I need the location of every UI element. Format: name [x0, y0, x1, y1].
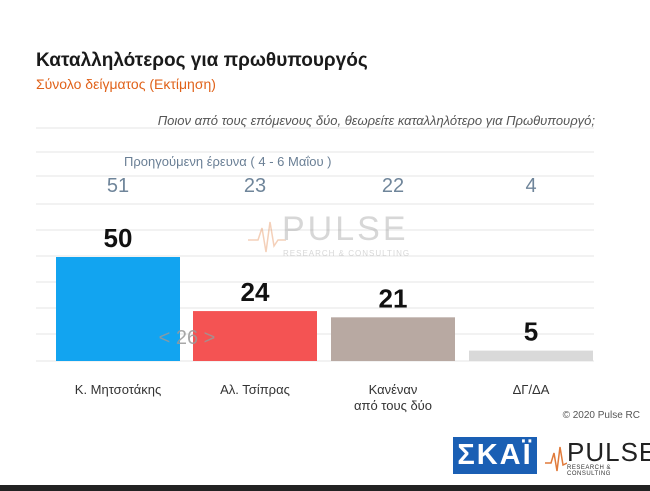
previous-value-0: 51 — [107, 175, 129, 197]
bar-3 — [469, 350, 593, 361]
category-label-3-0: ΔΓ/ΔΑ — [513, 382, 550, 397]
pulse-watermark: PULSE RESEARCH & CONSULTING — [248, 210, 410, 258]
pulse-logo: PULSE RESEARCH & CONSULTING — [545, 437, 650, 477]
bottom-bar — [0, 485, 650, 491]
bar-value-label-1: 24 — [241, 277, 270, 307]
previous-survey-label: Προηγούμενη έρευνα ( 4 - 6 Μαΐου ) — [124, 154, 332, 169]
bar-value-label-2: 21 — [379, 283, 408, 313]
watermark-word: PULSE — [282, 210, 409, 248]
bar-2 — [331, 317, 455, 361]
difference-annotation: < 26 > — [159, 327, 216, 349]
pulse-logo-tag: RESEARCH & CONSULTING — [567, 465, 612, 477]
category-label-1-0: Αλ. Τσίπρας — [220, 382, 290, 397]
pulse-heartbeat-logo-icon — [545, 446, 567, 472]
category-label-0-0: Κ. Μητσοτάκης — [75, 382, 161, 397]
previous-value-2: 22 — [382, 175, 404, 197]
copyright: © 2020 Pulse RC — [562, 410, 640, 421]
bar-value-label-0: 50 — [104, 223, 133, 253]
bar-value-label-3: 5 — [524, 317, 538, 347]
category-label-2-0: Κανέναν — [369, 382, 418, 397]
pulse-heartbeat-icon — [248, 221, 286, 253]
watermark-tag: RESEARCH & CONSULTING — [283, 249, 410, 258]
category-label-2-1: από τους δύο — [354, 398, 432, 413]
bar-0 — [56, 257, 180, 361]
chart-title: Καταλληλότερος για πρωθυπουργός — [36, 50, 368, 71]
bar-1 — [193, 311, 317, 361]
bar-chart: PULSE RESEARCH & CONSULTING 50 51 Κ. Μητσο… — [36, 127, 594, 413]
previous-value-3: 4 — [525, 175, 536, 197]
survey-question: Ποιον από τους επόμενους δύο, θεωρείτε κ… — [157, 113, 595, 128]
previous-value-1: 23 — [244, 175, 266, 197]
chart-subtitle: Σύνολο δείγματος (Εκτίμηση) — [36, 76, 216, 92]
pulse-logo-word: PULSE — [567, 437, 650, 467]
skai-logo: ΣΚΑΪ — [453, 437, 537, 474]
